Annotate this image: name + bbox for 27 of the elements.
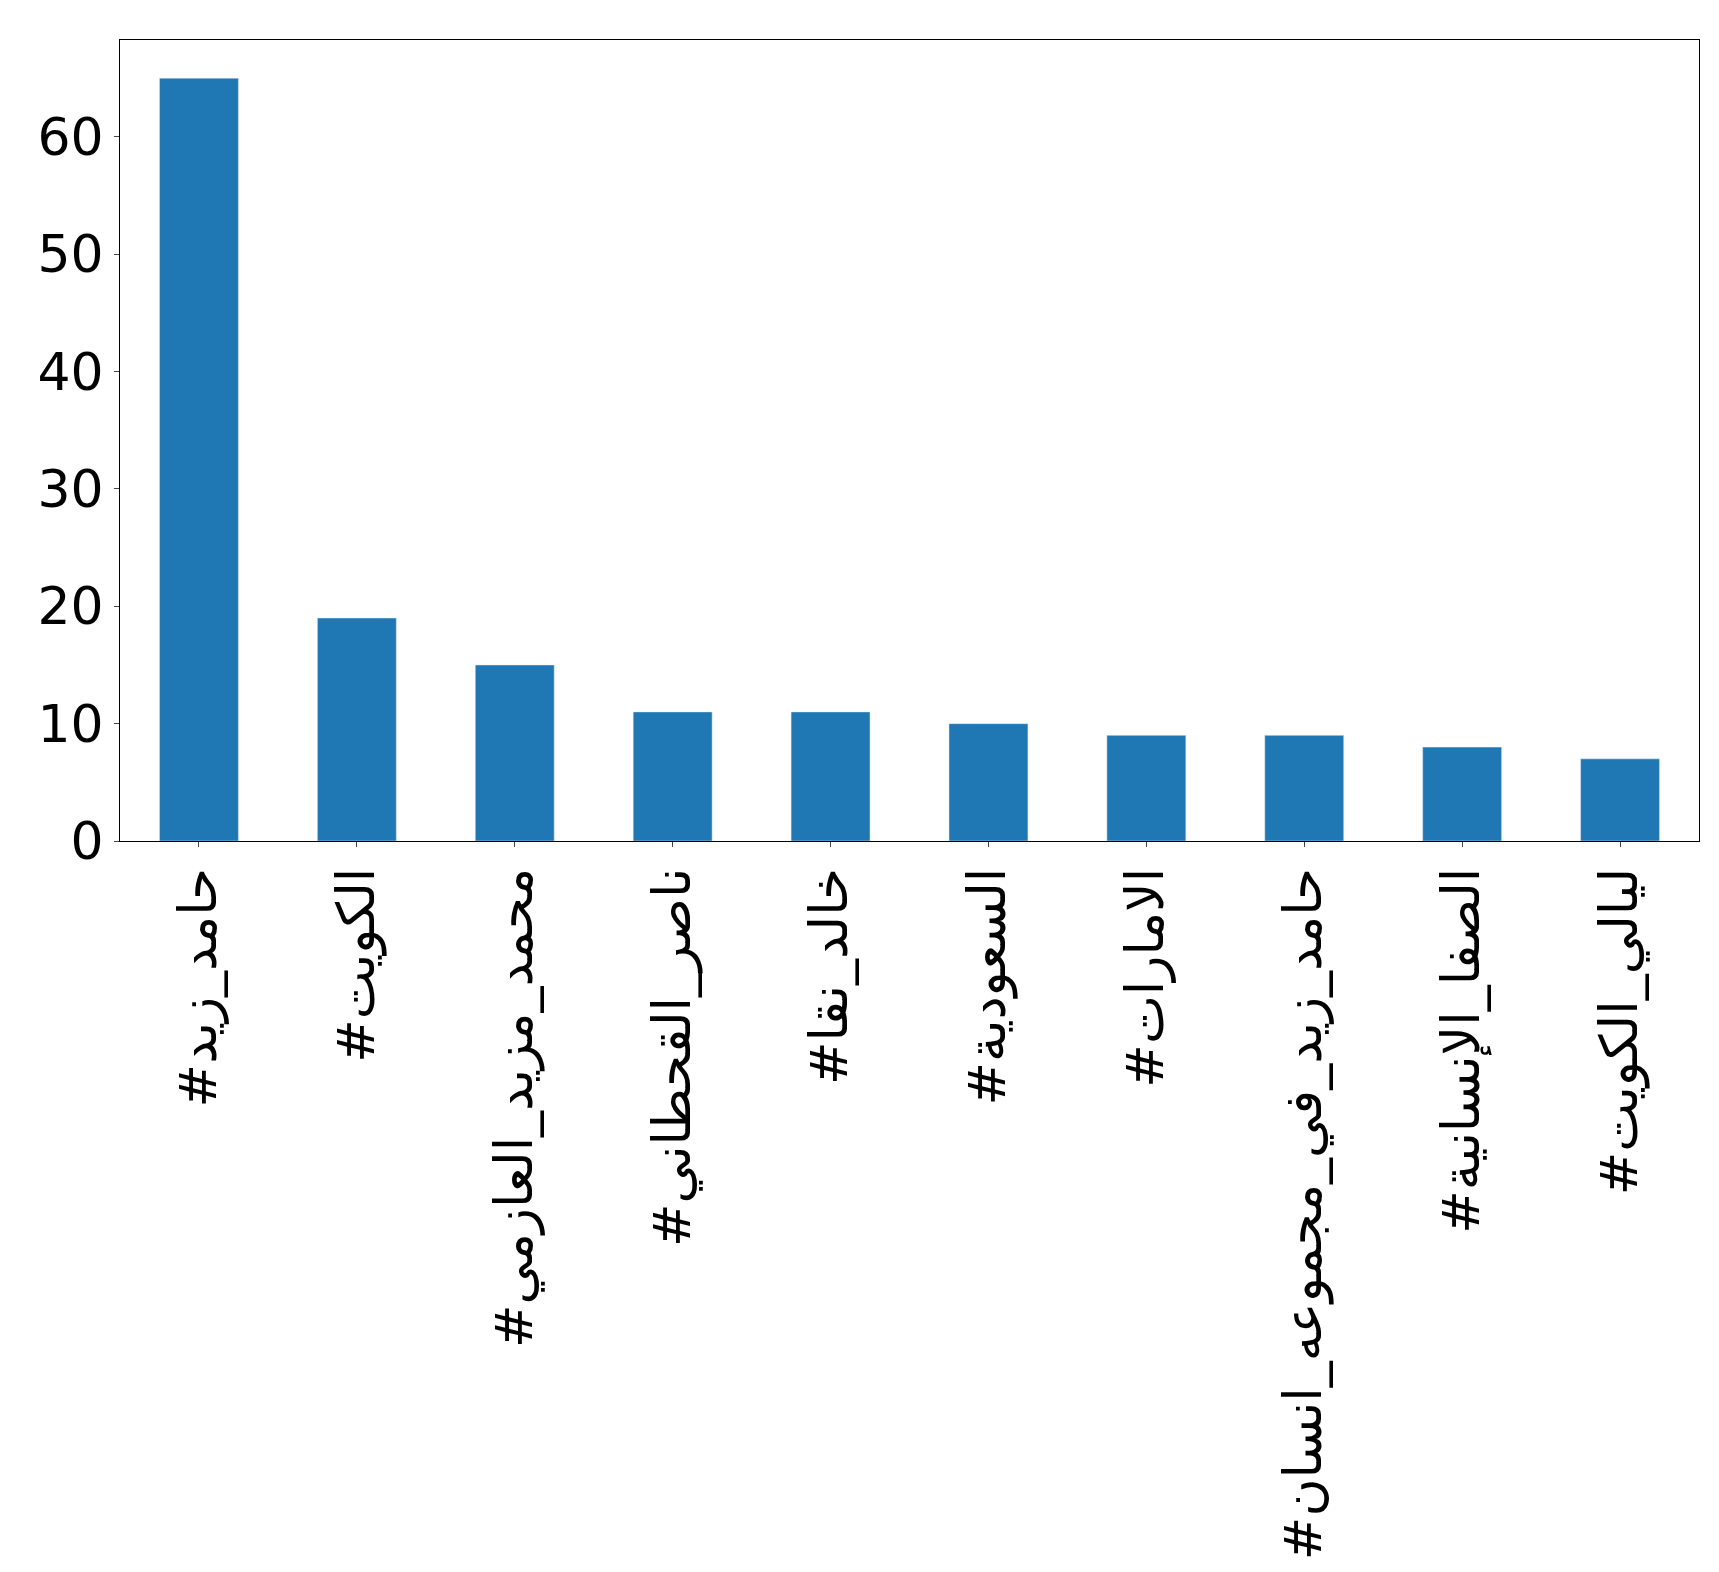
bar	[1106, 735, 1187, 841]
bar	[475, 664, 555, 841]
y-tick-label: 60	[37, 107, 104, 168]
y-tick-label: 20	[37, 576, 104, 637]
y-tick-label: 50	[37, 224, 104, 285]
y-tick-label: 30	[37, 459, 104, 520]
bar	[790, 711, 871, 841]
x-tick-label: #ناصر_القحطاني	[641, 867, 703, 1248]
y-tick-label: 40	[37, 341, 104, 402]
bar	[948, 723, 1029, 841]
bar	[159, 77, 239, 841]
y-tick-label: 0	[70, 811, 104, 872]
bar	[632, 711, 713, 841]
bar	[317, 617, 397, 841]
x-tick-label: #الامارات	[1115, 867, 1177, 1088]
bar	[1422, 746, 1502, 841]
bar	[1264, 735, 1344, 841]
y-tick-label: 10	[37, 693, 104, 754]
bar	[1580, 758, 1660, 841]
x-tick-label: #حامد_زيد	[167, 867, 229, 1108]
x-tick-label: #الكويت	[325, 867, 387, 1063]
x-tick-label: #خالد_نقا	[799, 867, 860, 1086]
x-tick-label: #ليالي_الكويت	[1588, 867, 1650, 1196]
x-tick-label: #السعودية	[957, 867, 1019, 1106]
x-tick-label: #حامد_زيد_في_مجموعه_انسان	[1273, 867, 1335, 1561]
x-tick-label: #محمد_مزيد_العازمي	[483, 867, 545, 1348]
x-tick-label: #الصفا_الإنسانية	[1431, 867, 1493, 1234]
